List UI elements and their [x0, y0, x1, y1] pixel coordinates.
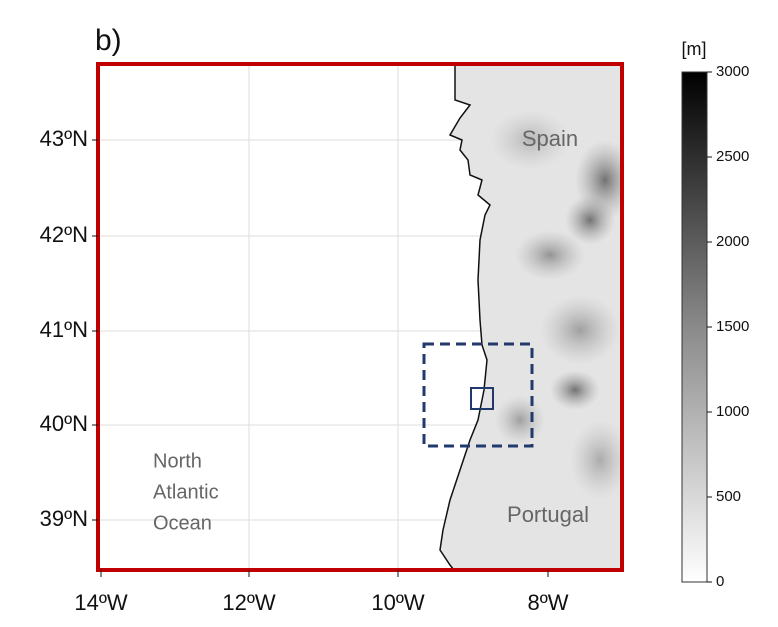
lon-tick-label: 12ºW — [222, 590, 276, 615]
colorbar-tick-label: 500 — [716, 488, 741, 505]
colorbar-tick-label: 0 — [716, 573, 724, 590]
lon-tick-label: 14ºW — [74, 590, 128, 615]
lat-tick-label: 40ºN — [40, 411, 88, 436]
lat-tick-label: 43ºN — [40, 126, 88, 151]
figure: b) Spain Portugal North Atlantic Ocean [… — [0, 0, 778, 622]
ocean-label: Atlantic — [153, 481, 219, 503]
country-label: Spain — [522, 126, 578, 151]
lat-tick-label: 42ºN — [40, 222, 88, 247]
map-area: Spain Portugal North Atlantic Ocean — [98, 64, 635, 575]
lon-tick-label: 8ºW — [527, 590, 568, 615]
lat-tick-label: 41ºN — [40, 317, 88, 342]
lat-tick-label: 39ºN — [40, 506, 88, 531]
colorbar-unit: [m] — [682, 39, 707, 59]
colorbar-tick-label: 1000 — [716, 403, 749, 420]
colorbar-tick-label: 2500 — [716, 148, 749, 165]
lon-tick-label: 10ºW — [371, 590, 425, 615]
colorbar-tick-label: 3000 — [716, 63, 749, 80]
ocean-label: Ocean — [153, 512, 212, 534]
ocean-label: North — [153, 450, 202, 472]
colorbar-tick-label: 1500 — [716, 318, 749, 335]
colorbar — [682, 72, 707, 582]
country-label: Portugal — [507, 502, 589, 527]
colorbar-tick-label: 2000 — [716, 233, 749, 250]
panel-label: b) — [95, 24, 122, 57]
page: {"panel_label": "b)", "map": { "lat_tick… — [0, 0, 778, 622]
